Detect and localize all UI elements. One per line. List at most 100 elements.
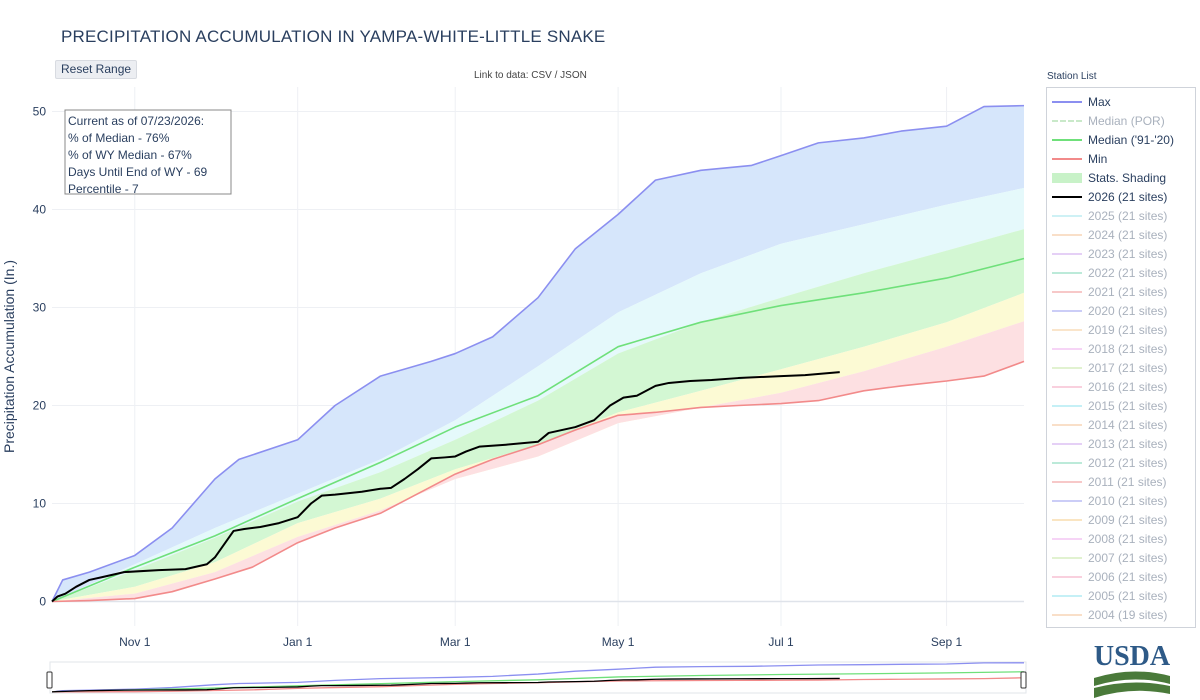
legend-swatch bbox=[1052, 537, 1082, 540]
band-p90-p70 bbox=[52, 187, 1024, 602]
band-max-p90 bbox=[52, 105, 1024, 602]
legend-swatch bbox=[1052, 518, 1082, 521]
legend-label: 2018 (21 sites) bbox=[1088, 341, 1168, 356]
legend-item[interactable]: Min bbox=[1047, 149, 1195, 168]
legend-label: 2010 (21 sites) bbox=[1088, 493, 1168, 508]
range-slider-line bbox=[51, 677, 840, 693]
x-tick-label: Mar 1 bbox=[440, 635, 471, 649]
info-box-line: Days Until End of WY - 69 bbox=[68, 165, 207, 179]
legend-label: 2019 (21 sites) bbox=[1088, 322, 1168, 337]
legend-item[interactable]: 2007 (21 sites) bbox=[1047, 548, 1195, 567]
info-box-line: Current as of 07/23/2026: bbox=[68, 114, 204, 128]
legend-label: Median ('91-'20) bbox=[1088, 132, 1174, 147]
legend-item[interactable]: 2008 (21 sites) bbox=[1047, 529, 1195, 548]
legend-item[interactable]: 2018 (21 sites) bbox=[1047, 339, 1195, 358]
legend-swatch bbox=[1052, 442, 1082, 445]
y-tick-label: 50 bbox=[33, 105, 47, 119]
range-slider-handle[interactable] bbox=[1020, 671, 1027, 689]
link-separator: / bbox=[554, 70, 558, 81]
legend-swatch bbox=[1052, 385, 1082, 388]
legend-item[interactable]: 2009 (21 sites) bbox=[1047, 510, 1195, 529]
legend-item[interactable]: 2013 (21 sites) bbox=[1047, 434, 1195, 453]
legend-label: 2009 (21 sites) bbox=[1088, 512, 1168, 527]
legend-label: 2017 (21 sites) bbox=[1088, 360, 1168, 375]
legend-swatch bbox=[1052, 290, 1082, 293]
legend-swatch bbox=[1052, 172, 1082, 183]
legend-label: Min bbox=[1088, 151, 1108, 166]
y-tick-label: 0 bbox=[39, 595, 46, 609]
x-tick-label: Jan 1 bbox=[283, 635, 313, 649]
legend-item[interactable]: 2021 (21 sites) bbox=[1047, 282, 1195, 301]
legend-label: 2022 (21 sites) bbox=[1088, 265, 1168, 280]
legend-swatch bbox=[1052, 347, 1082, 350]
legend-swatch bbox=[1052, 423, 1082, 426]
x-tick-label: Nov 1 bbox=[119, 635, 151, 649]
legend-swatch bbox=[1052, 499, 1082, 502]
info-box bbox=[64, 109, 232, 195]
legend-item[interactable]: 2006 (21 sites) bbox=[1047, 567, 1195, 586]
legend-swatch bbox=[1052, 366, 1082, 369]
legend-item[interactable]: 2020 (21 sites) bbox=[1047, 301, 1195, 320]
legend-swatch bbox=[1052, 214, 1082, 217]
legend-item[interactable]: 2014 (21 sites) bbox=[1047, 415, 1195, 434]
range-slider-line bbox=[51, 662, 1025, 693]
legend-item[interactable]: 2011 (21 sites) bbox=[1047, 472, 1195, 491]
y-axis-title: Precipitation Accumulation (In.) bbox=[1, 260, 17, 453]
legend-title: Station List bbox=[1047, 71, 1097, 82]
legend-swatch bbox=[1052, 328, 1082, 331]
legend-item[interactable]: 2012 (21 sites) bbox=[1047, 453, 1195, 472]
legend-item[interactable]: 2010 (21 sites) bbox=[1047, 491, 1195, 510]
legend-item[interactable]: 2015 (21 sites) bbox=[1047, 396, 1195, 415]
range-slider-handle[interactable] bbox=[46, 671, 53, 689]
station-list-legend: Max Median (POR) Median ('91-'20) Min Stats.… bbox=[1046, 87, 1196, 628]
legend-swatch bbox=[1052, 252, 1082, 255]
legend-label: 2005 (21 sites) bbox=[1088, 588, 1168, 603]
legend-swatch bbox=[1052, 309, 1082, 312]
legend-label: 2023 (21 sites) bbox=[1088, 246, 1168, 261]
legend-label: 2020 (21 sites) bbox=[1088, 303, 1168, 318]
chart-title: PRECIPITATION ACCUMULATION IN YAMPA-WHIT… bbox=[61, 27, 606, 46]
precip-chart[interactable]: Nov 1 Jan 1 Mar 1 May 1 Jul 1 Sep 1 0 10 20 30 40 5… bbox=[0, 0, 1040, 700]
legend-item[interactable]: Median (POR) bbox=[1047, 111, 1195, 130]
json-link[interactable]: JSON bbox=[560, 70, 587, 81]
y-tick-label: 40 bbox=[33, 203, 47, 217]
legend-item[interactable]: 2024 (21 sites) bbox=[1047, 225, 1195, 244]
legend-swatch bbox=[1052, 461, 1082, 464]
legend-item[interactable]: 2023 (21 sites) bbox=[1047, 244, 1195, 263]
usda-logo-text: USDA bbox=[1094, 641, 1171, 672]
legend-label: 2015 (21 sites) bbox=[1088, 398, 1168, 413]
legend-item[interactable]: Stats. Shading bbox=[1047, 168, 1195, 187]
median-line bbox=[51, 257, 1025, 603]
legend-label: 2007 (21 sites) bbox=[1088, 550, 1168, 565]
legend-item[interactable]: 2025 (21 sites) bbox=[1047, 206, 1195, 225]
legend-item[interactable]: 2005 (21 sites) bbox=[1047, 586, 1195, 605]
csv-link[interactable]: CSV bbox=[531, 70, 552, 81]
range-slider-line bbox=[51, 671, 1025, 693]
legend-swatch bbox=[1052, 157, 1082, 160]
y-tick-label: 20 bbox=[33, 399, 47, 413]
legend-item[interactable]: 2019 (21 sites) bbox=[1047, 320, 1195, 339]
legend-label: 2006 (21 sites) bbox=[1088, 569, 1168, 584]
legend-item[interactable]: 2016 (21 sites) bbox=[1047, 377, 1195, 396]
legend-label: 2011 (21 sites) bbox=[1088, 474, 1167, 489]
legend-item[interactable]: Median ('91-'20) bbox=[1047, 130, 1195, 149]
legend-item[interactable]: Max bbox=[1047, 92, 1195, 111]
legend-swatch bbox=[1052, 119, 1082, 122]
legend-swatch bbox=[1052, 556, 1082, 559]
legend-label: 2025 (21 sites) bbox=[1088, 208, 1168, 223]
legend-label: Max bbox=[1088, 94, 1111, 109]
y-tick-label: 30 bbox=[33, 301, 47, 315]
info-box-line: % of WY Median - 67% bbox=[68, 148, 192, 162]
legend-swatch bbox=[1052, 233, 1082, 236]
legend-item[interactable]: 2004 (19 sites) bbox=[1047, 605, 1195, 624]
legend-swatch bbox=[1052, 138, 1082, 141]
x-tick-label: May 1 bbox=[602, 635, 635, 649]
legend-item[interactable]: 2026 (21 sites) bbox=[1047, 187, 1195, 206]
reset-range-button[interactable]: Reset Range bbox=[55, 60, 138, 79]
legend-item[interactable]: 2017 (21 sites) bbox=[1047, 358, 1195, 377]
legend-item[interactable]: 2022 (21 sites) bbox=[1047, 263, 1195, 282]
legend-label: 2004 (19 sites) bbox=[1088, 607, 1168, 622]
legend-swatch bbox=[1052, 100, 1082, 103]
legend-label: 2012 (21 sites) bbox=[1088, 455, 1168, 470]
info-box-line: % of Median - 76% bbox=[68, 131, 170, 145]
